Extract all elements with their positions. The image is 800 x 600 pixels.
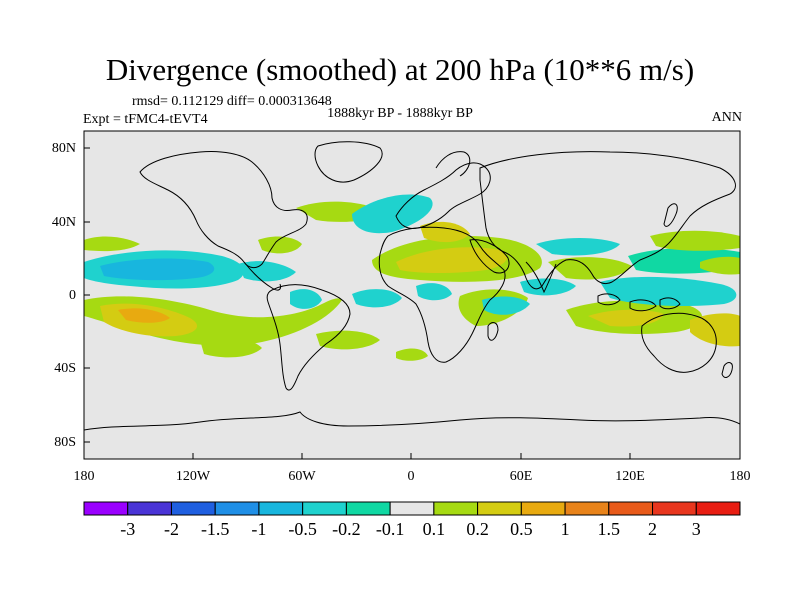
- colorbar-label: 0.5: [510, 519, 533, 539]
- anomaly-north-pacific-jet: [700, 256, 740, 275]
- season-text: ANN: [711, 110, 742, 125]
- anomaly-maritime-core: [588, 309, 664, 327]
- colorbar-label: -2: [163, 519, 179, 539]
- colorbar-label: -0.2: [332, 519, 361, 539]
- colorbar-box: [389, 501, 435, 516]
- coastline-south-america: [266, 284, 351, 391]
- anomaly-south-pacific-peak: [118, 308, 170, 323]
- coastline-central-america: [243, 261, 281, 291]
- coastline-madagascar: [487, 322, 499, 341]
- stats-text: rmsd= 0.112129 diff= 0.000313648: [132, 94, 332, 109]
- anomaly-south-africa: [396, 348, 428, 361]
- experiment-text: Expt = tFMC4-tEVT4: [83, 112, 208, 127]
- coastline-india: [525, 261, 557, 294]
- coastline-arabia: [469, 239, 510, 274]
- colorbar-label: -3: [120, 519, 136, 539]
- coastline-scandinavia: [435, 151, 471, 177]
- colorbar-box: [477, 501, 522, 516]
- anomaly-western-indian-ocean: [482, 296, 530, 315]
- lat-label-80n: 80N: [51, 141, 76, 156]
- colorbar-label: 0.2: [466, 519, 489, 539]
- colorbar-box: [214, 501, 260, 516]
- anomaly-south-pacific-west: [690, 313, 740, 347]
- anomaly-tibetan-plateau: [536, 238, 620, 256]
- lat-label-40n: 40N: [51, 215, 76, 230]
- colorbar-box: [608, 501, 654, 516]
- anomaly-central-america: [238, 261, 296, 282]
- lon-label-180e: 180: [729, 469, 751, 484]
- coastline-new-zealand: [721, 362, 733, 378]
- anomaly-south-atlantic: [316, 330, 380, 350]
- colorbar-label: -0.5: [288, 519, 317, 539]
- lon-label-120w: 120W: [175, 469, 211, 484]
- anomaly-south-america-west: [290, 289, 322, 309]
- coastline-japan: [663, 203, 678, 227]
- colorbar-label: 1.5: [597, 519, 621, 539]
- anomaly-equatorial-atlantic: [352, 289, 402, 308]
- colorbar-label: 1: [560, 519, 570, 539]
- anomaly-northeast-pacific: [84, 236, 140, 252]
- coastline-north-america: [139, 151, 308, 269]
- lat-label-0: 0: [69, 288, 76, 303]
- colorbar-label: -1.5: [200, 519, 230, 539]
- period-text: 1888kyr BP - 1888kyr BP: [327, 106, 473, 121]
- colorbar: [83, 501, 741, 516]
- coastline-asia: [479, 151, 736, 290]
- colorbar-label: 2: [648, 519, 658, 539]
- anomaly-gulf-of-guinea: [416, 283, 452, 301]
- lon-label-120e: 120E: [615, 469, 645, 484]
- colorbar-box: [345, 501, 391, 516]
- colorbar-box: [302, 501, 347, 516]
- colorbar-box: [433, 501, 479, 516]
- colorbar-box: [127, 501, 172, 516]
- lon-label-60w: 60W: [288, 469, 316, 484]
- colorbar-box: [170, 501, 216, 516]
- colorbar-box: [652, 501, 697, 516]
- anomaly-atlantic-storm-track: [352, 194, 433, 234]
- anomaly-north-pacific-west: [650, 230, 740, 251]
- anomaly-caribbean: [258, 236, 302, 254]
- coastline-greenland: [314, 141, 383, 183]
- anomaly-south-asia: [548, 257, 632, 280]
- anomaly-north-indian-ocean: [520, 278, 576, 296]
- colorbar-label: 3: [691, 519, 701, 539]
- anomaly-south-pacific-east: [200, 337, 262, 358]
- lon-label-180w: 180: [73, 469, 95, 484]
- anomaly-west-pacific: [600, 276, 737, 306]
- anomaly-central-pacific: [100, 258, 215, 281]
- colorbar-box: [695, 501, 741, 516]
- colorbar-box: [564, 501, 610, 516]
- colorbar-label: -0.1: [375, 519, 405, 539]
- colorbar-box: [258, 501, 304, 516]
- lat-label-40s: 40S: [54, 361, 76, 376]
- lat-label-80s: 80S: [54, 435, 76, 450]
- lon-label-60e: 60E: [509, 469, 533, 484]
- colorbar-box: [83, 501, 129, 516]
- colorbar-label: 0.1: [422, 519, 446, 539]
- colorbar-label: -1: [251, 519, 267, 539]
- coastline-indonesia: [597, 293, 681, 312]
- coastline-australia: [641, 312, 717, 373]
- axis-ticks: [84, 147, 631, 459]
- coastline-africa: [378, 226, 506, 363]
- lon-label-0: 0: [407, 469, 415, 484]
- map-title: Divergence (smoothed) at 200 hPa (10**6 …: [105, 52, 695, 87]
- coastlines: [84, 141, 740, 431]
- coastline-antarctica: [84, 411, 740, 431]
- anomaly-sahara-core: [396, 247, 508, 273]
- colorbar-box: [520, 501, 566, 516]
